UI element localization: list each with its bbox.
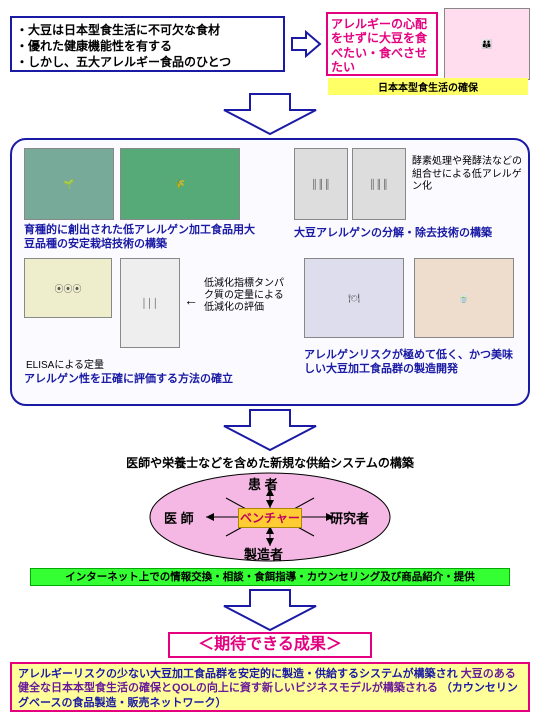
caption-removal: 大豆アレルゲンの分解・除去技術の構築 bbox=[294, 224, 514, 240]
venture-box: ベンチャー bbox=[238, 508, 302, 528]
reduction-note: 低減化指標タンパク質の定量による低減化の評価 bbox=[204, 278, 284, 314]
internet-banner: インターネット上での情報交換・相談・食餌指導・カウンセリング及び商品紹介・提供 bbox=[30, 568, 510, 586]
actor-doctor: 医 師 bbox=[164, 508, 194, 527]
enzyme-note: 酵素処理や発酵法などの組合せによる低アレルゲン化 bbox=[412, 156, 522, 194]
down-arrow-2-icon bbox=[220, 408, 320, 452]
actor-manufacturer: 製造者 bbox=[244, 544, 283, 563]
actor-patient: 患 者 bbox=[248, 474, 278, 493]
img-wells: ⦿⦿⦿ bbox=[24, 258, 112, 318]
right-arrow-icon bbox=[290, 30, 322, 58]
caption-breeding: 育種的に創出された低アレルゲン加工食品用大豆品種の安定栽培技術の構築 bbox=[24, 224, 264, 252]
outcome-l1: アレルギーリスクの少ない大豆加工食品群を安定的に製造・供給するシステムが構築され bbox=[18, 668, 458, 680]
img-field: 🌾 bbox=[120, 148, 240, 220]
family-image: 👪 bbox=[444, 8, 530, 80]
outcome-box: アレルギーリスクの少ない大豆加工食品群を安定的に製造・供給するシステムが構築され… bbox=[10, 662, 530, 712]
intro-l3: ・しかし、五大アレルギー食品のひとつ bbox=[16, 54, 279, 70]
img-gel1: ║║║ bbox=[294, 148, 348, 220]
system-title: 医師や栄養士などを含めた新規な供給システムの構築 bbox=[0, 454, 540, 471]
wish-box: アレルギーの心配をせずに大豆を食べたい・食べさせたい bbox=[326, 12, 438, 76]
elisa-label: ELISAによる定量 bbox=[26, 356, 104, 371]
down-arrow-3-icon bbox=[220, 588, 320, 632]
intro-box: ・大豆は日本型食生活に不可欠な食材 ・優れた健康機能性を有する ・しかし、五大ア… bbox=[10, 16, 285, 72]
img-tofu: 🍽 bbox=[304, 258, 404, 338]
caption-products: アレルゲンリスクが極めて低く、かつ美味しい大豆加工食品群の製造開発 bbox=[304, 348, 520, 377]
intro-l2: ・優れた健康機能性を有する bbox=[16, 38, 279, 54]
lifestyle-caption: 日本本型食生活の確保 bbox=[328, 78, 528, 95]
down-arrow-1-icon bbox=[220, 92, 320, 136]
img-plant: 🌱 bbox=[24, 148, 114, 220]
img-lane: │││ bbox=[120, 258, 180, 348]
intro-l1: ・大豆は日本型食生活に不可欠な食材 bbox=[16, 22, 279, 38]
arrow-left-icon: ← bbox=[184, 292, 198, 308]
expect-title-box: ＜期待できる成果＞ bbox=[168, 632, 372, 658]
img-miso: 🍵 bbox=[414, 258, 514, 338]
actor-researcher: 研究者 bbox=[330, 508, 369, 527]
wish-text: アレルギーの心配をせずに大豆を食べたい・食べさせたい bbox=[331, 17, 427, 74]
img-gel2: ║║║ bbox=[352, 148, 406, 220]
caption-eval: アレルゲン性を正確に評価する方法の確立 bbox=[24, 370, 274, 386]
